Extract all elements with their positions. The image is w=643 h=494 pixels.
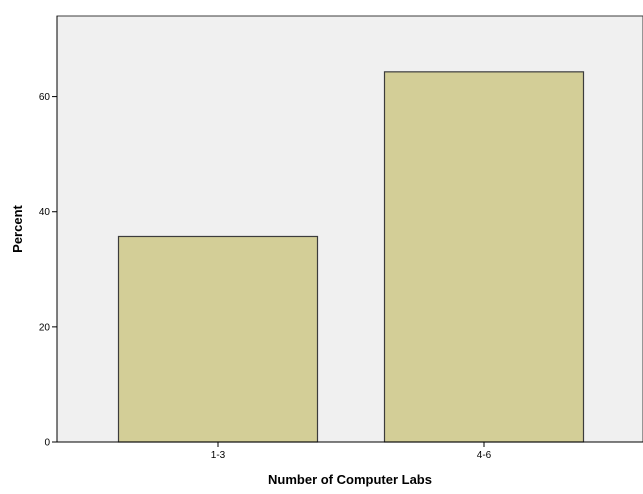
y-tick-label: 60: [39, 92, 51, 103]
y-tick-label: 40: [39, 207, 51, 218]
bar-1-3: [117, 235, 319, 443]
x-tick-label: 4-6: [477, 450, 492, 461]
y-axis: 0 20 40 60: [39, 16, 58, 449]
y-tick-label: 0: [44, 438, 50, 449]
y-tick-label: 20: [39, 322, 51, 333]
x-tick-label: 1-3: [211, 450, 226, 461]
x-axis-title: Number of Computer Labs: [268, 472, 432, 487]
bar-4-6: [383, 71, 585, 443]
x-axis: 1-3 4-6: [57, 441, 643, 461]
y-axis-title: Percent: [10, 204, 25, 252]
